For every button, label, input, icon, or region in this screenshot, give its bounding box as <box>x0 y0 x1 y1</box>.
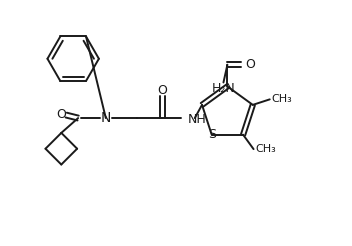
Text: O: O <box>157 84 167 97</box>
Text: S: S <box>208 128 216 141</box>
Text: O: O <box>56 108 66 121</box>
Text: O: O <box>245 58 255 71</box>
Text: NH: NH <box>188 113 207 125</box>
Text: H₂N: H₂N <box>212 82 235 95</box>
Text: N: N <box>101 111 111 125</box>
Text: CH₃: CH₃ <box>272 94 293 104</box>
Text: CH₃: CH₃ <box>256 144 276 154</box>
